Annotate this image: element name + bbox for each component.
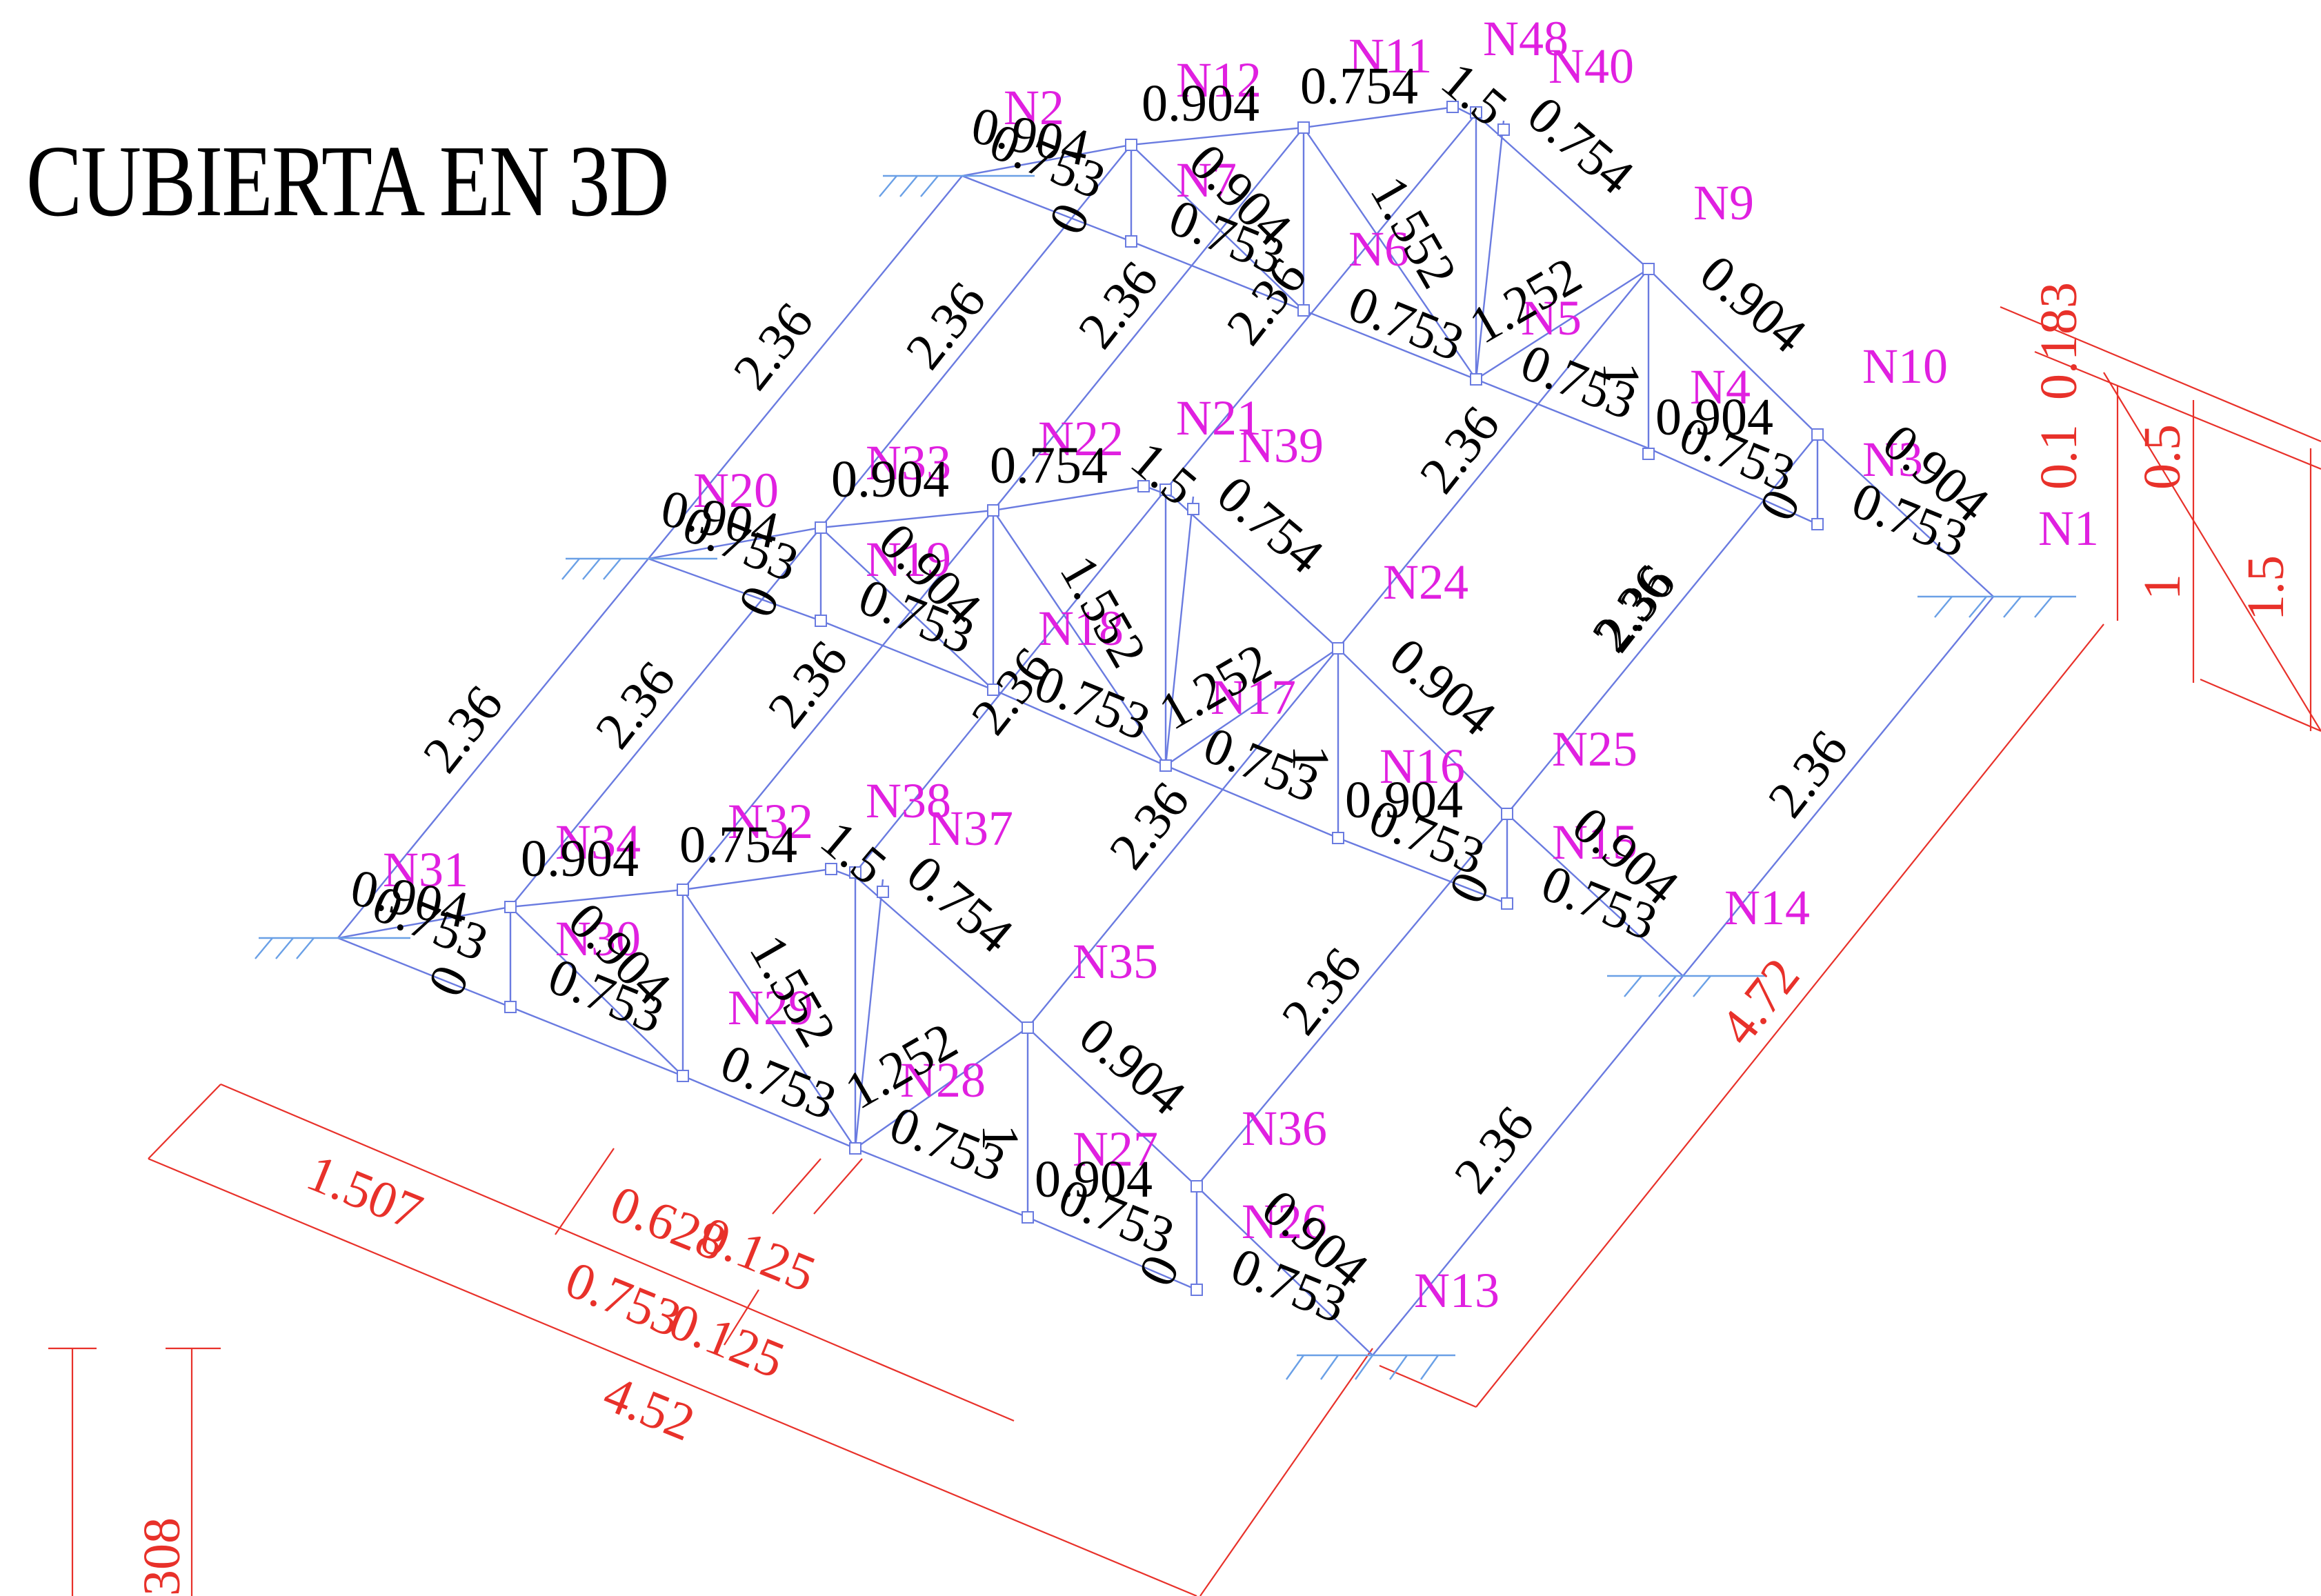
member-label: 0.754 [896,844,1024,964]
truss-members [337,106,1994,1356]
node-label-n40: N40 [1548,39,1634,94]
support-symbols [255,174,2076,1380]
node-label-n34: N34 [555,815,641,870]
member-label: 2.36 [1408,396,1511,504]
node-label-n38: N38 [866,773,951,828]
dimension-label: 4.72 [1709,948,1811,1056]
node-labels: N2 N12 N11 N48 N40 N7 N6 N5 N9 N4 N10 N3… [383,11,2099,1318]
member-label: 2.36 [1067,251,1169,359]
node-label-n12: N12 [1176,52,1262,108]
member-label: 2.36 [757,630,859,739]
node-label-n22: N22 [1038,411,1124,466]
member-label: 2.36 [1271,937,1373,1046]
node-label-n24: N24 [1383,555,1468,610]
member-label: 2.36 [584,651,686,759]
member-label: 2.36 [412,675,514,784]
node-label-n32: N32 [728,794,813,849]
node-label-n14: N14 [1724,880,1810,935]
member-label: 0.754 [990,437,1108,495]
member-label: 2.36 [1757,720,1859,828]
member-label: 0.904 [1035,1150,1153,1208]
member-label: 1 [1282,745,1339,771]
node-markers [504,101,1824,1296]
node-label-n39: N39 [1238,418,1324,473]
member-label: 0.904 [831,450,949,508]
node-label-n11: N11 [1348,28,1432,83]
drawing-title: CUBIERTA EN 3D [26,125,670,238]
dimension-label: 0.183 [2030,282,2088,400]
node-label-n9: N9 [1693,175,1754,230]
node-label-n13: N13 [1414,1263,1500,1318]
node-label-n2: N2 [1004,80,1064,135]
member-label: 0.904 [1068,1006,1196,1126]
dimension-label: 0.125 [661,1292,793,1390]
member-label: 0.904 [1142,74,1259,132]
node-label-n27: N27 [1073,1121,1158,1177]
dimension-label: 1.5 [2237,555,2295,621]
node-label-n18: N18 [1038,601,1124,656]
member-label: 2.36 [722,292,824,401]
dimension-label: 308 [133,1517,191,1596]
member-label: 0.754 [679,816,797,874]
node-label-n28: N28 [900,1053,986,1108]
node-label-n48: N48 [1483,11,1568,66]
node-label-n16: N16 [1379,739,1465,794]
dimension-label: 1.507 [299,1144,430,1241]
dimension-label: 0.125 [693,1206,824,1304]
node-label-n26: N26 [1242,1194,1327,1249]
member-label: 0.754 [1300,57,1418,115]
node-label-n36: N36 [1242,1101,1327,1156]
member-label: 2.36 [895,272,997,380]
node-label-n35: N35 [1073,934,1158,989]
member-label: 2.36 [1443,1096,1545,1204]
member-labels: 0.904 0.753 0.904 0.754 1.5 0.754 0 0.90… [346,51,2000,1335]
node-label-n21: N21 [1176,390,1262,446]
member-label: 0.753 [1341,275,1472,372]
member-label: 0.904 [1379,627,1506,747]
node-label-n4: N4 [1690,359,1751,415]
member-label: 0.754 [1517,86,1644,206]
node-label-n20: N20 [693,463,779,518]
node-label-n33: N33 [866,435,951,490]
member-label: 0.904 [521,830,639,888]
node-label-n7: N7 [1176,152,1237,208]
node-label-n17: N17 [1211,670,1296,725]
dimension-label: 0.5 [2133,424,2191,490]
node-label-n6: N6 [1348,221,1409,277]
member-label: 0.904 [1655,388,1773,446]
member-label: 1 [1592,362,1650,388]
node-label-n3: N3 [1862,432,1923,487]
node-label-n29: N29 [728,980,813,1035]
node-label-n19: N19 [866,532,951,587]
node-label-n10: N10 [1862,339,1948,394]
member-label: 1 [971,1124,1029,1150]
node-label-n5: N5 [1521,290,1582,346]
node-label-n1: N1 [2038,501,2099,556]
member-label: 2.36 [1584,555,1686,663]
member-label: 0.904 [1689,244,1817,364]
member-label: 0.754 [1206,465,1334,585]
node-label-n30: N30 [555,911,641,966]
node-label-n31: N31 [383,842,468,897]
node-label-n25: N25 [1552,721,1637,777]
node-label-n37: N37 [928,801,1013,856]
member-label: 2.36 [1098,772,1200,880]
dimension-label: 0.1 [2030,424,2088,490]
dimension-label: 1 [2133,574,2191,600]
member-label: 0.904 [1345,771,1463,829]
dimension-label: 4.52 [596,1364,703,1453]
node-label-n15: N15 [1552,815,1637,870]
